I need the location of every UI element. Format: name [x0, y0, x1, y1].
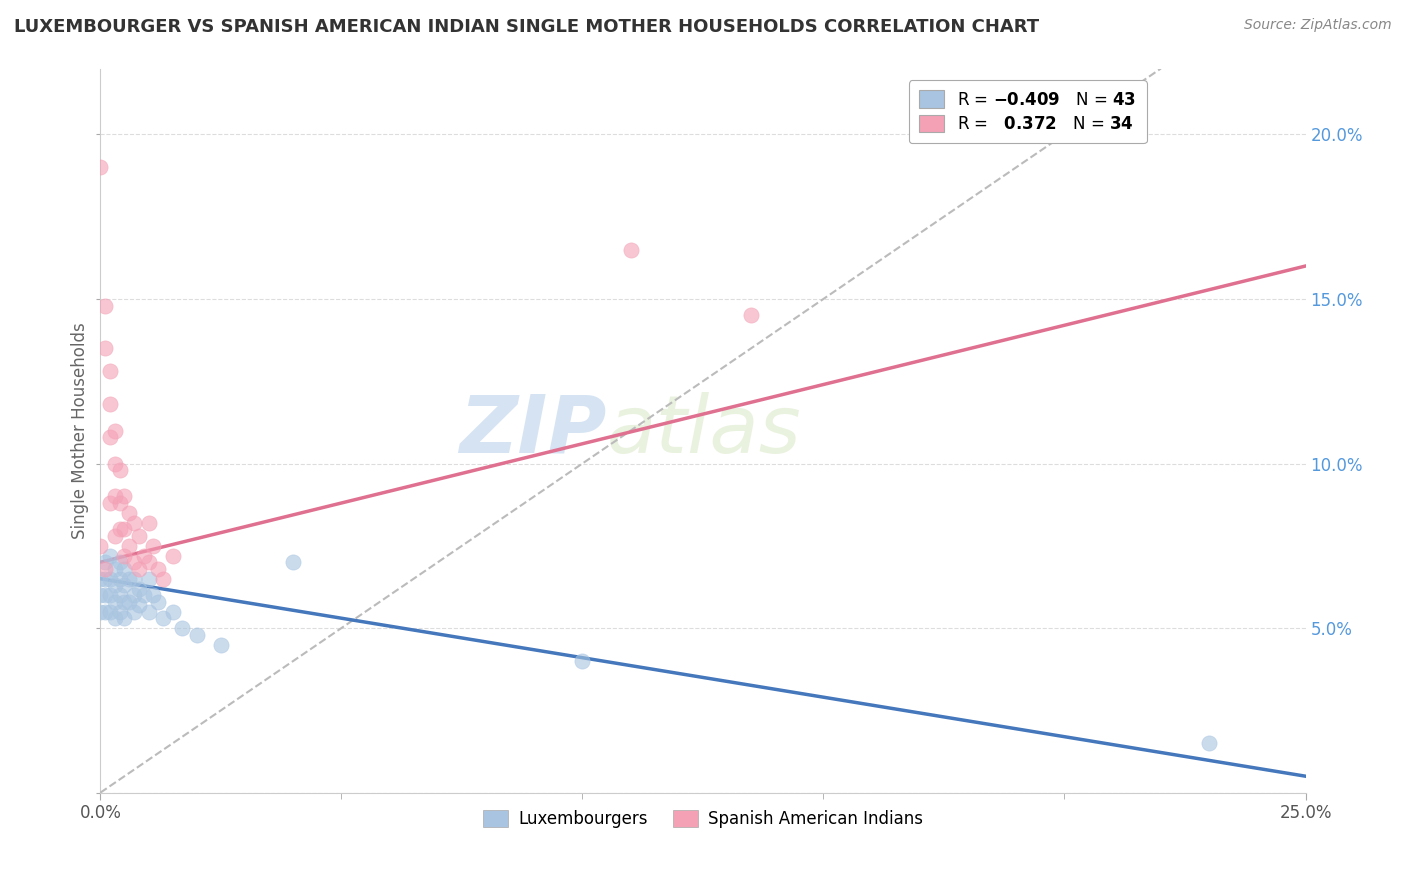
Point	[283, 555, 305, 569]
Point	[118, 595, 141, 609]
Point	[98, 430, 121, 444]
Text: atlas: atlas	[606, 392, 801, 469]
Point	[128, 562, 150, 576]
Point	[104, 490, 127, 504]
Point	[104, 595, 127, 609]
Text: LUXEMBOURGER VS SPANISH AMERICAN INDIAN SINGLE MOTHER HOUSEHOLDS CORRELATION CHA: LUXEMBOURGER VS SPANISH AMERICAN INDIAN …	[14, 18, 1039, 36]
Point	[186, 628, 208, 642]
Point	[132, 549, 155, 563]
Point	[142, 539, 165, 553]
Point	[104, 529, 127, 543]
Point	[571, 654, 593, 668]
Point	[98, 496, 121, 510]
Point	[148, 595, 170, 609]
Point	[128, 598, 150, 612]
Point	[114, 522, 136, 536]
Point	[114, 595, 136, 609]
Point	[114, 490, 136, 504]
Point	[98, 364, 121, 378]
Point	[209, 638, 232, 652]
Point	[114, 562, 136, 576]
Point	[94, 298, 117, 312]
Point	[138, 605, 160, 619]
Point	[98, 549, 121, 563]
Point	[104, 611, 127, 625]
Point	[104, 457, 127, 471]
Point	[94, 562, 117, 576]
Point	[98, 397, 121, 411]
Point	[89, 572, 111, 586]
Point	[94, 605, 117, 619]
Point	[138, 555, 160, 569]
Point	[162, 605, 184, 619]
Point	[118, 539, 141, 553]
Point	[1198, 736, 1220, 750]
Point	[152, 611, 174, 625]
Point	[89, 588, 111, 602]
Point	[114, 549, 136, 563]
Point	[740, 309, 762, 323]
Text: Source: ZipAtlas.com: Source: ZipAtlas.com	[1244, 18, 1392, 32]
Point	[108, 572, 131, 586]
Point	[94, 572, 117, 586]
Point	[94, 341, 117, 355]
Point	[108, 605, 131, 619]
Point	[128, 582, 150, 596]
Point	[122, 516, 145, 530]
Point	[138, 516, 160, 530]
Y-axis label: Single Mother Households: Single Mother Households	[72, 322, 89, 539]
Point	[108, 463, 131, 477]
Point	[122, 555, 145, 569]
Point	[98, 605, 121, 619]
Point	[104, 562, 127, 576]
Point	[122, 572, 145, 586]
Point	[114, 578, 136, 592]
Point	[122, 588, 145, 602]
Point	[98, 588, 121, 602]
Point	[118, 572, 141, 586]
Point	[162, 549, 184, 563]
Point	[132, 588, 155, 602]
Point	[138, 572, 160, 586]
Point	[108, 588, 131, 602]
Point	[118, 506, 141, 520]
Point	[114, 611, 136, 625]
Point	[94, 588, 117, 602]
Point	[172, 621, 194, 635]
Point	[620, 243, 643, 257]
Point	[104, 424, 127, 438]
Point	[94, 555, 117, 569]
Point	[108, 496, 131, 510]
Point	[89, 605, 111, 619]
Point	[152, 572, 174, 586]
Point	[122, 605, 145, 619]
Point	[108, 555, 131, 569]
Point	[108, 522, 131, 536]
Point	[98, 572, 121, 586]
Point	[104, 578, 127, 592]
Point	[89, 161, 111, 175]
Legend: Luxembourgers, Spanish American Indians: Luxembourgers, Spanish American Indians	[477, 804, 929, 835]
Point	[148, 562, 170, 576]
Point	[142, 588, 165, 602]
Point	[128, 529, 150, 543]
Point	[89, 539, 111, 553]
Text: ZIP: ZIP	[460, 392, 606, 469]
